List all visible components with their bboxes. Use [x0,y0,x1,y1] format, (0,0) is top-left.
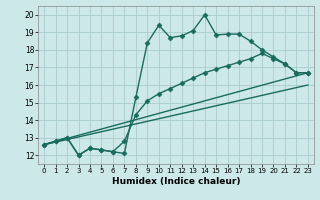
X-axis label: Humidex (Indice chaleur): Humidex (Indice chaleur) [112,177,240,186]
